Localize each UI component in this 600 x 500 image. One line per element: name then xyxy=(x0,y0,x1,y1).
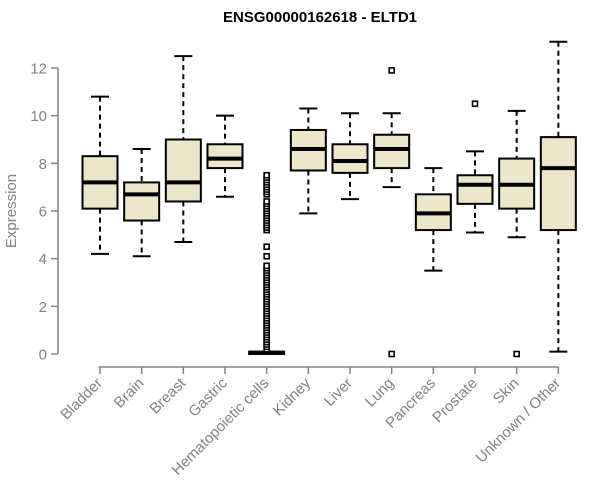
boxplot-skin xyxy=(498,109,536,358)
outlier-point xyxy=(263,198,270,205)
y-tick-label: 6 xyxy=(39,204,47,221)
box-rect xyxy=(456,174,494,205)
outlier-point xyxy=(263,171,270,179)
x-tick-label-lung: Lung xyxy=(362,375,398,411)
outlier-point xyxy=(388,67,395,74)
box-rect xyxy=(331,143,369,174)
x-tick-label-liver: Liver xyxy=(321,375,356,410)
boxplot-gastric xyxy=(206,114,244,198)
boxplot-lung xyxy=(373,67,411,358)
boxplot-hematopoietic-cells xyxy=(248,171,286,355)
x-tick-label-kidney: Kidney xyxy=(270,374,315,419)
box-rect xyxy=(164,138,202,203)
outlier-point xyxy=(388,350,395,358)
y-tick-label: 4 xyxy=(39,251,47,268)
box-rect xyxy=(373,133,411,170)
outlier-point xyxy=(263,252,270,260)
boxplot-unknown-other xyxy=(539,40,577,353)
boxplot-bladder xyxy=(81,95,119,255)
boxes-layer xyxy=(81,40,577,358)
boxplot-prostate xyxy=(456,100,494,234)
x-tick-label-bladder: Bladder xyxy=(57,375,106,424)
outlier-point xyxy=(471,100,479,108)
outlier-point xyxy=(263,262,270,270)
boxplot-liver xyxy=(331,112,369,201)
y-tick-label: 10 xyxy=(30,108,47,125)
y-tick-label: 12 xyxy=(30,61,47,78)
x-tick-label-prostate: Prostate xyxy=(429,375,481,427)
x-tick-label-breast: Breast xyxy=(146,374,189,417)
box-rect xyxy=(206,143,244,170)
boxplot-breast xyxy=(164,55,202,243)
y-tick-label: 2 xyxy=(39,299,47,316)
chart-title: ENSG00000162618 - ELTD1 xyxy=(223,9,417,26)
box-rect xyxy=(123,181,161,222)
x-tick-label-skin: Skin xyxy=(490,375,523,408)
x-tick-label-brain: Brain xyxy=(111,375,148,412)
y-tick-label: 8 xyxy=(39,156,47,173)
y-tick-label: 0 xyxy=(39,347,47,364)
box-rect xyxy=(539,136,577,232)
outlier-point xyxy=(513,350,520,358)
boxplot-pancreas xyxy=(414,167,452,272)
outlier-point xyxy=(263,243,270,251)
boxplot-kidney xyxy=(289,107,327,215)
y-axis-title: Expression xyxy=(3,174,20,248)
boxplot-brain xyxy=(123,148,161,258)
